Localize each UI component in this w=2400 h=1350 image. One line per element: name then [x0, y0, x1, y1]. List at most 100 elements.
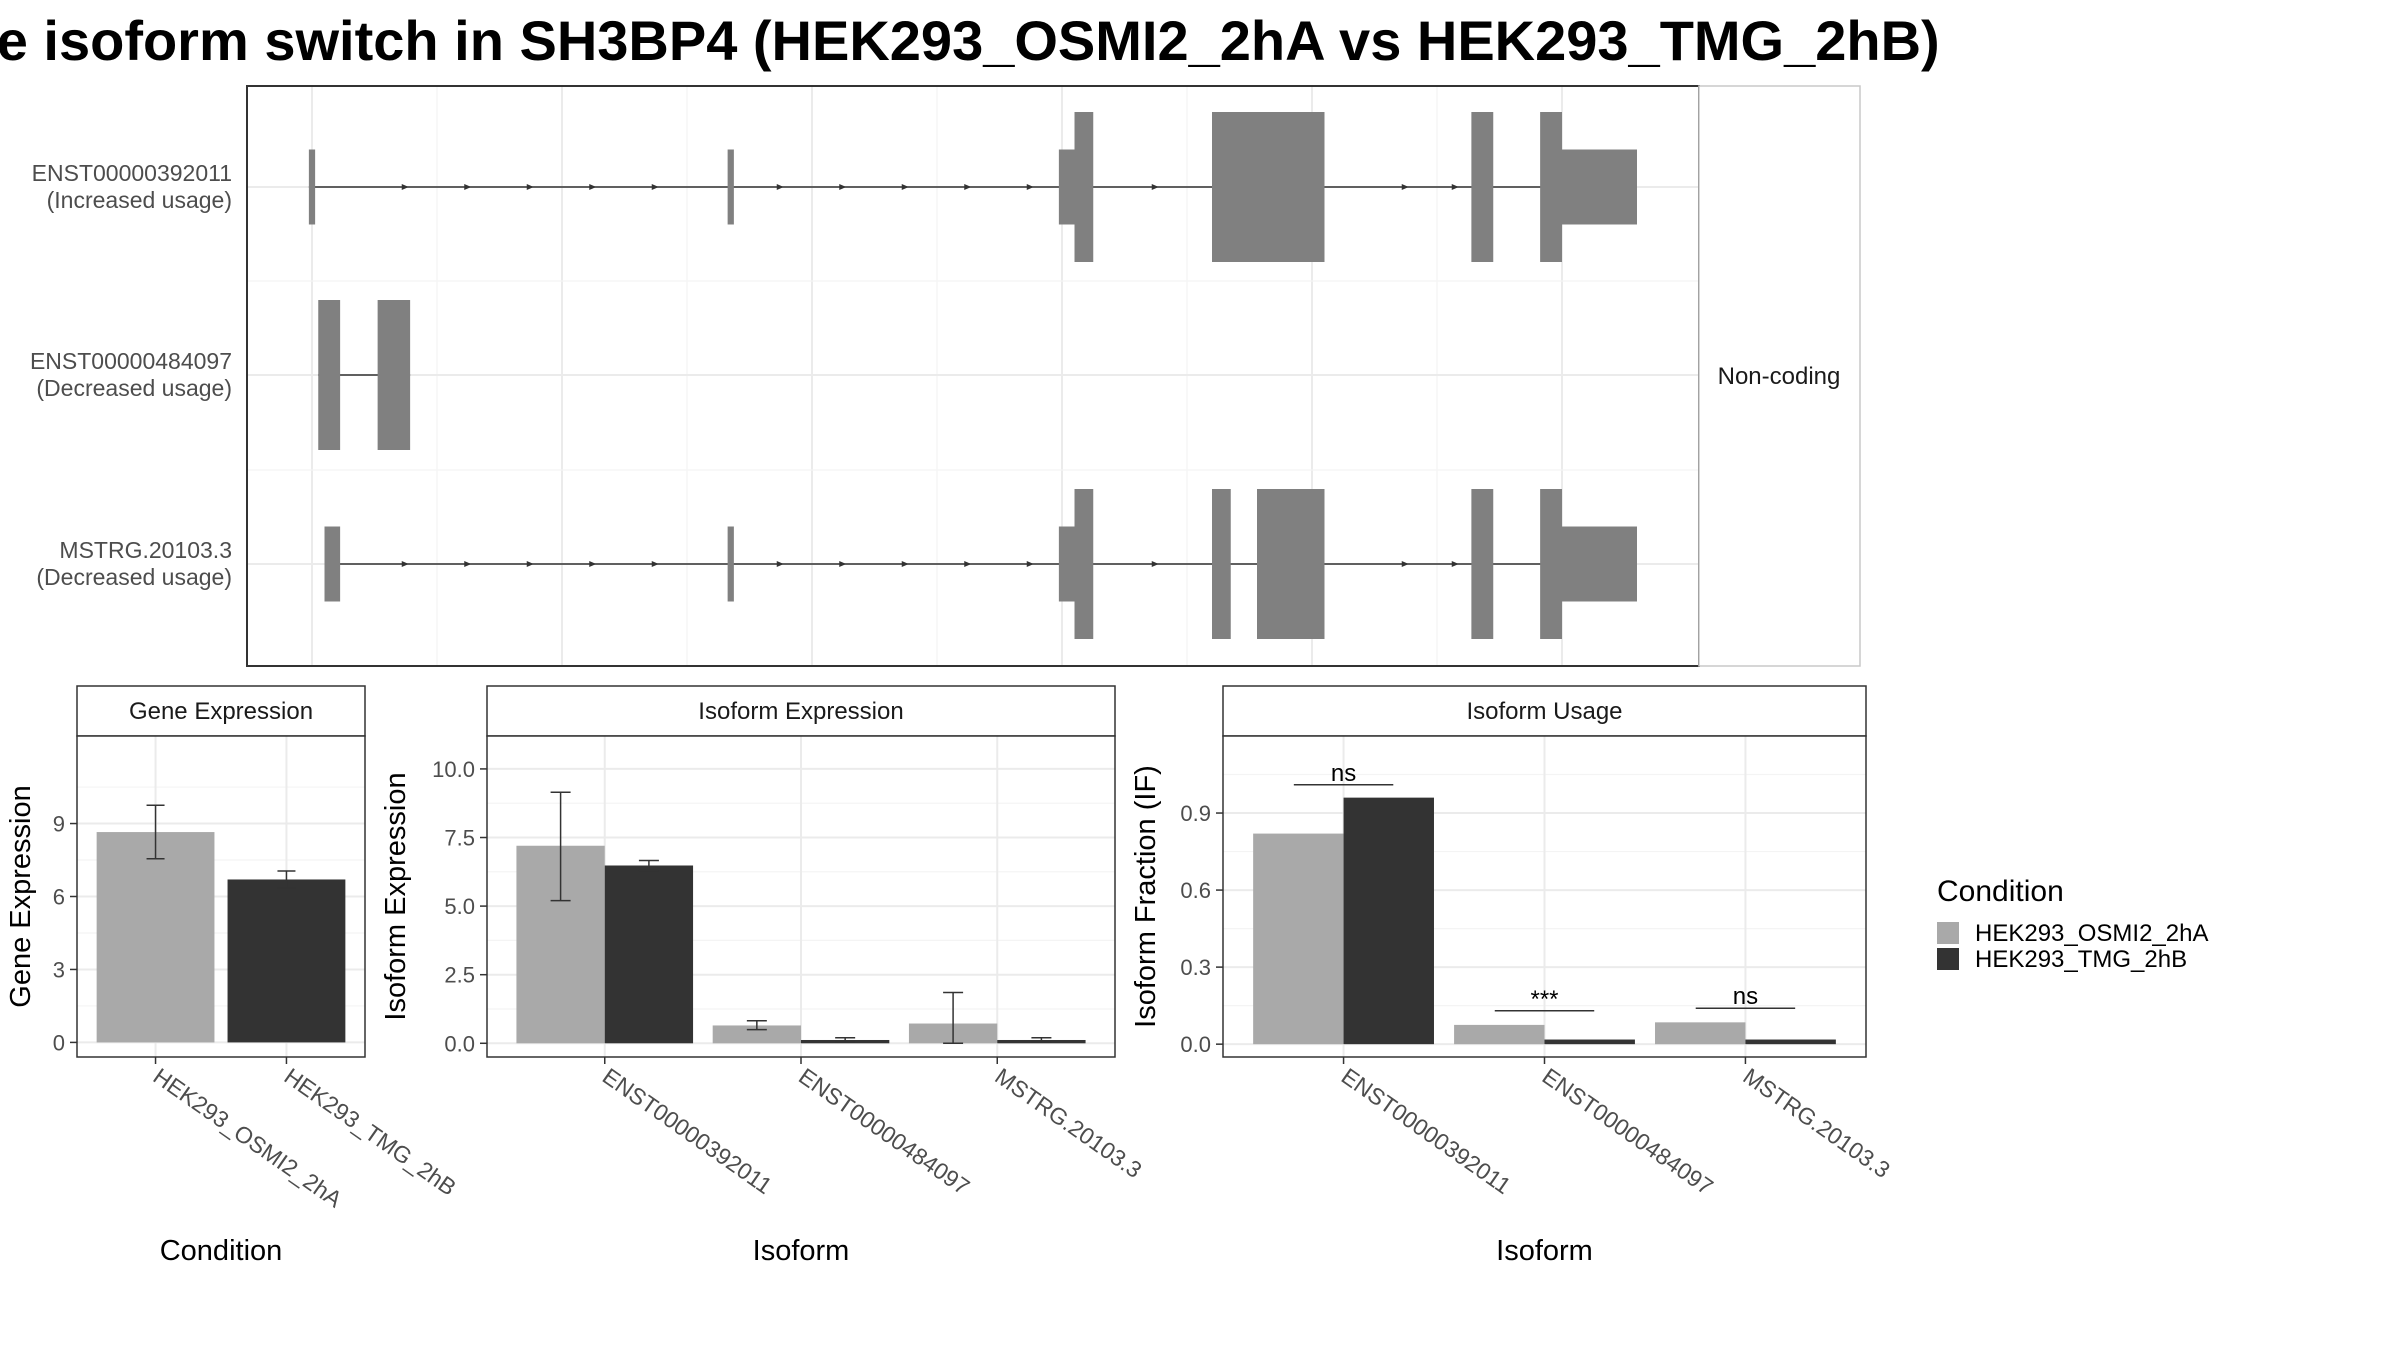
exon-block — [1471, 112, 1494, 262]
intron-direction-arrow — [401, 184, 409, 190]
legend-title: Condition — [1937, 875, 2064, 908]
category-strip-label: Non-coding — [1718, 363, 1841, 390]
transcript-usage-label: (Increased usage) — [47, 187, 232, 213]
transcript-usage-label: (Decreased usage) — [36, 375, 232, 401]
intron-direction-arrow — [1401, 561, 1409, 567]
intron-direction-arrow — [1451, 184, 1459, 190]
intron-direction-arrow — [839, 184, 847, 190]
intron-direction-arrow — [1151, 184, 1159, 190]
intron-direction-arrow — [589, 184, 597, 190]
intron-direction-arrow — [901, 561, 909, 567]
legend-swatch — [1937, 948, 1959, 970]
bar — [227, 879, 346, 1043]
x-tick-label: ENST00000484097 — [1538, 1063, 1718, 1200]
intron-direction-arrow — [589, 561, 597, 567]
significance-label: ns — [1733, 983, 1758, 1010]
intron-direction-arrow — [776, 561, 784, 567]
panel-border — [1222, 735, 1867, 1058]
bar — [1655, 1022, 1746, 1045]
exon-block — [1540, 489, 1562, 639]
intron-direction-arrow — [1026, 184, 1034, 190]
figure-title: The isoform switch in SH3BP4 (HEK293_OSM… — [0, 9, 1940, 72]
panel-strip — [76, 685, 366, 737]
exon-block — [727, 526, 734, 602]
transcript-usage-label: (Decreased usage) — [36, 564, 232, 590]
exon-block — [1074, 112, 1094, 262]
y-tick-label: 7.5 — [444, 826, 475, 851]
y-axis-title: Gene Expression — [5, 785, 37, 1007]
intron-direction-arrow — [1026, 561, 1034, 567]
exon-block — [1562, 526, 1637, 602]
bar — [712, 1025, 801, 1044]
y-axis-title: Isoform Fraction (IF) — [1130, 765, 1162, 1028]
intron-direction-arrow — [526, 561, 534, 567]
exon-block — [324, 526, 341, 602]
transcript-id-label: MSTRG.20103.3 — [59, 537, 232, 563]
y-tick-label: 5.0 — [444, 894, 475, 919]
category-strip — [1698, 85, 1861, 667]
exon-block — [377, 300, 411, 450]
panel-border — [76, 735, 366, 1058]
exon-block — [1471, 489, 1494, 639]
significance-label: *** — [1530, 986, 1558, 1013]
panel-border — [486, 735, 1116, 1058]
panel-strip — [486, 685, 1116, 737]
x-tick-label: MSTRG.20103.3 — [990, 1063, 1146, 1183]
exon-block — [1562, 149, 1637, 225]
x-tick-label: ENST00000392011 — [598, 1063, 777, 1199]
intron-direction-arrow — [651, 561, 659, 567]
intron-direction-arrow — [1451, 561, 1459, 567]
y-tick-label: 3 — [53, 957, 65, 982]
exon-block — [727, 149, 734, 225]
y-axis-title: Isoform Expression — [380, 772, 412, 1020]
legend-entry-label: HEK293_TMG_2hB — [1975, 946, 2187, 973]
exon-block — [1257, 489, 1325, 639]
legend-entry-label: HEK293_OSMI2_2hA — [1975, 920, 2208, 947]
transcript-id-label: ENST00000484097 — [30, 348, 232, 374]
x-axis-title: Isoform — [1496, 1235, 1593, 1267]
x-tick-label: ENST00000392011 — [1337, 1063, 1516, 1199]
y-tick-label: 6 — [53, 885, 65, 910]
intron-direction-arrow — [464, 184, 472, 190]
y-tick-label: 0.6 — [1180, 878, 1211, 903]
intron-direction-arrow — [964, 184, 972, 190]
intron-direction-arrow — [839, 561, 847, 567]
panel-strip-title: Isoform Usage — [1466, 698, 1622, 725]
x-axis-title: Isoform — [753, 1235, 850, 1267]
intron-direction-arrow — [464, 561, 472, 567]
exon-block — [308, 149, 316, 225]
panel-strip — [1222, 685, 1867, 737]
legend-swatch — [1937, 922, 1959, 944]
x-axis-title: Condition — [160, 1235, 283, 1267]
bar — [604, 865, 694, 1044]
intron-direction-arrow — [1401, 184, 1409, 190]
isoform-usage-panel: Isoform Usage 0.0 0.3 0.6 0.9 ns *** ns ENST0000… — [1130, 685, 1895, 1267]
intron-direction-arrow — [401, 561, 409, 567]
exon-block — [1212, 112, 1325, 262]
isoform-expression-panel: Isoform Expression 0.0 2.5 5.0 7.5 10.0 ENST00… — [380, 685, 1147, 1267]
intron-direction-arrow — [526, 184, 534, 190]
bar — [1544, 1039, 1635, 1045]
exon-block — [318, 300, 341, 450]
intron-direction-arrow — [651, 184, 659, 190]
significance-label: ns — [1331, 760, 1356, 787]
exon-block — [1212, 489, 1231, 639]
exon-block — [1058, 149, 1075, 225]
y-tick-label: 2.5 — [444, 963, 475, 988]
y-tick-label: 10.0 — [432, 757, 475, 782]
bar — [1745, 1039, 1836, 1045]
transcript-structure-panel: ENST00000392011(Increased usage) ENST0000… — [30, 85, 1861, 667]
intron-direction-arrow — [776, 184, 784, 190]
bar — [1343, 797, 1434, 1045]
intron-direction-arrow — [964, 561, 972, 567]
bar — [1253, 833, 1344, 1045]
intron-direction-arrow — [901, 184, 909, 190]
bar — [1454, 1024, 1545, 1045]
y-tick-label: 0.0 — [1180, 1032, 1211, 1057]
panel-strip-title: Gene Expression — [129, 698, 313, 725]
exon-block — [1540, 112, 1562, 262]
intron-direction-arrow — [1151, 561, 1159, 567]
y-tick-label: 0.9 — [1180, 801, 1211, 826]
